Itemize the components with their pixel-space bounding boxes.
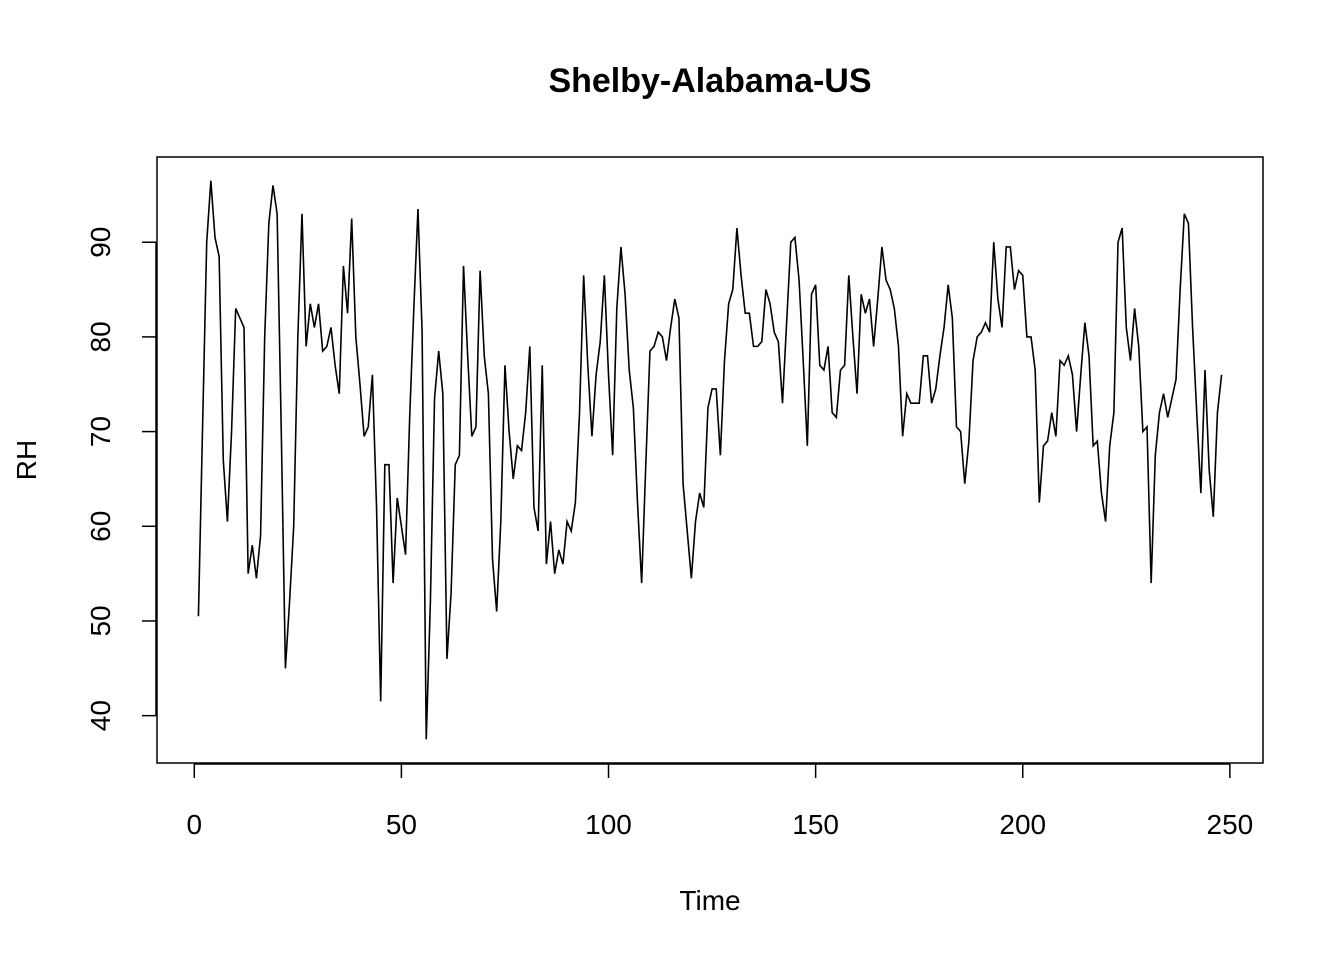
series-line-rh — [197, 180, 1223, 740]
y-tick-label: 60 — [85, 511, 116, 542]
x-tick-label: 100 — [585, 809, 632, 840]
y-tick-label: 50 — [85, 605, 116, 636]
y-tick-label: 80 — [85, 321, 116, 352]
x-axis: 0 50 100 150 200 250 — [186, 763, 1254, 840]
y-axis: 40 50 60 70 80 90 — [85, 227, 157, 731]
plot-frame — [156, 156, 1264, 764]
y-tick-label: 70 — [85, 416, 116, 447]
y-tick-label: 90 — [85, 227, 116, 258]
x-tick-label: 0 — [186, 809, 202, 840]
x-tick-label: 200 — [999, 809, 1046, 840]
x-axis-label: Time — [679, 885, 740, 916]
y-tick-label: 40 — [85, 700, 116, 731]
series-layer — [197, 180, 1223, 740]
chart-title: Shelby-Alabama-US — [548, 62, 871, 100]
y-axis-label: RH — [11, 440, 42, 480]
x-tick-label: 150 — [792, 809, 839, 840]
x-tick-label: 250 — [1207, 809, 1254, 840]
x-tick-label: 50 — [386, 809, 417, 840]
